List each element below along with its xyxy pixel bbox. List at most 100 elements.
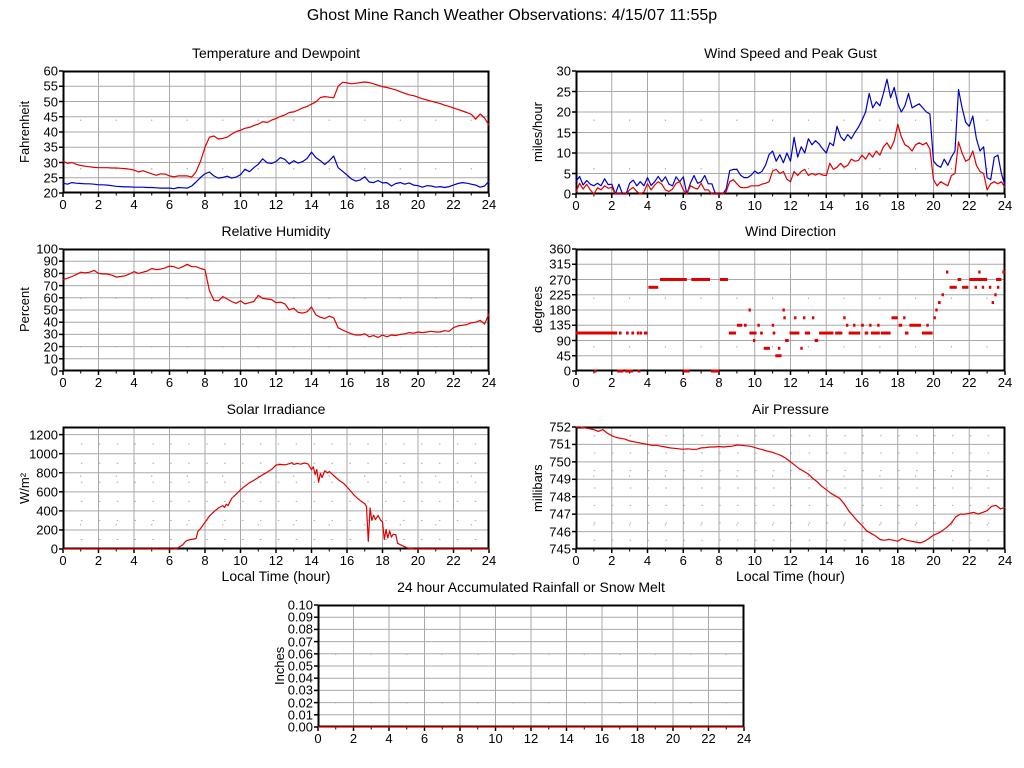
x-tick-label: 18 [630,731,645,746]
y-tick-label: 90 [556,333,571,348]
y-tick-label: 30 [43,326,58,342]
x-tick-label: 2 [349,731,358,746]
series-wind-speed [575,123,1006,195]
y-tick-label: 55 [43,78,58,94]
y-tick-label: 0 [563,363,571,379]
x-tick-label: 6 [679,375,687,390]
series-temperature [62,81,490,178]
x-tick-label: 22 [446,553,461,568]
chart-title: Wind Direction [744,223,837,239]
plot-area [572,70,1006,198]
x-tick-label: 16 [339,375,355,390]
x-tick-label: 0 [59,375,67,390]
y-axis-label: Percent [17,287,32,333]
x-tick-label: 0 [59,197,67,212]
x-tick-label: 6 [679,198,687,213]
y-tick-label: 0.00 [287,719,313,735]
x-axis-label: Local Time (hour) [221,568,331,584]
y-tick-label: 0.08 [287,621,313,637]
y-axis-label: millibars [530,464,545,512]
x-tick-label: 18 [890,375,905,390]
x-tick-label: 20 [410,197,426,212]
x-tick-label: 12 [783,198,798,213]
page-title: Ghost Mine Ranch Weather Observations: 4… [306,7,718,24]
x-tick-label: 14 [819,198,834,213]
series-dewpoint [62,151,490,190]
x-tick-label: 12 [268,553,284,568]
plot-area [314,604,745,731]
x-tick-label: 24 [997,375,1013,390]
y-tick-label: 20 [43,339,58,355]
y-tick-label: 35 [43,139,58,155]
y-tick-label: 360 [549,241,571,257]
y-tick-label: 5 [563,166,571,181]
series-humidity [62,263,490,339]
y-tick-label: 40 [43,124,58,140]
y-tick-label: 40 [43,314,58,330]
plot-area [59,248,490,375]
y-tick-label: 0.02 [287,695,313,711]
y-tick-label: 270 [549,272,571,287]
x-tick-label: 24 [481,553,497,568]
y-tick-label: 0 [50,541,58,557]
x-tick-label: 6 [679,553,687,568]
y-tick-label: 0.10 [287,597,313,613]
x-tick-label: 22 [962,198,977,213]
x-tick-label: 10 [488,731,503,746]
x-tick-label: 6 [165,375,174,390]
relative-humidity-chart: Relative Humidity Percent 0 2 4 6 8 10 12 14 16 1… [17,223,496,389]
x-tick-label: 20 [410,375,426,390]
x-tick-label: 8 [715,375,723,390]
y-tick-label: 600 [36,484,58,500]
x-tick-label: 0 [572,198,580,213]
y-tick-label: 50 [43,302,58,318]
y-tick-label: 749 [549,471,571,487]
y-tick-label: 30 [556,63,571,79]
x-tick-label: 12 [783,375,798,390]
y-tick-label: 100 [36,241,58,257]
x-tick-label: 12 [268,197,284,212]
x-tick-label: 2 [94,553,103,568]
x-tick-label: 14 [819,553,834,568]
y-tick-label: 225 [549,287,571,303]
y-tick-label: 10 [43,351,58,367]
x-tick-label: 4 [385,731,393,746]
y-axis-label: Inches [272,646,287,686]
x-tick-label: 16 [339,197,355,212]
y-tick-label: 747 [549,506,571,522]
y-tick-label: 30 [43,155,58,170]
y-axis-label: Fahrenheit [17,100,32,164]
plot-area [59,70,490,197]
y-tick-label: 90 [43,253,58,269]
series-peak-gust [575,78,1006,195]
x-tick-label: 10 [233,375,248,390]
y-tick-label: 0 [563,186,571,202]
x-tick-label: 4 [643,198,652,213]
x-tick-label: 0 [314,731,322,746]
y-axis-label: miles/hour [530,102,545,163]
x-tick-label: 2 [608,198,616,213]
y-tick-label: 400 [36,503,58,519]
y-tick-label: 60 [43,63,58,79]
series-pressure [576,426,1006,544]
x-tick-label: 20 [926,375,941,390]
y-tick-label: 10 [556,145,571,161]
x-tick-label: 22 [962,553,977,568]
y-tick-label: 0.04 [287,670,313,686]
y-tick-label: 45 [43,109,58,125]
x-tick-label: 22 [701,731,716,746]
x-tick-label: 12 [783,553,798,568]
x-tick-label: 12 [268,375,284,390]
x-tick-label: 6 [165,197,174,212]
y-tick-label: 25 [556,84,571,99]
x-tick-label: 20 [926,553,941,568]
y-tick-label: 0.05 [287,658,313,674]
rainfall-chart: 24 hour Accumulated Rainfall or Snow Mel… [272,579,751,745]
x-tick-label: 18 [375,375,390,390]
y-tick-label: 751 [549,436,571,452]
chart-title: Temperature and Dewpoint [191,45,361,61]
x-tick-label: 8 [456,731,464,746]
